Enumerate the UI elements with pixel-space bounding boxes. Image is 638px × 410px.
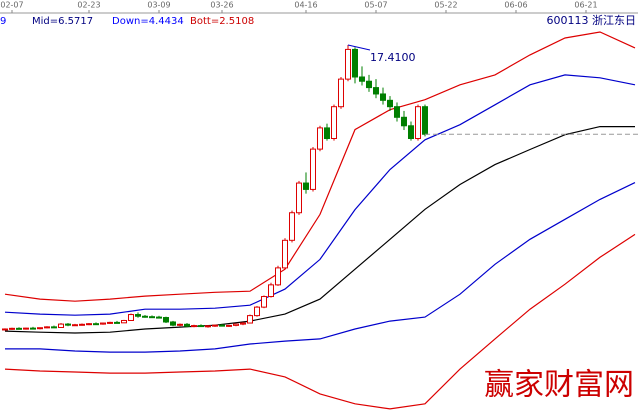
candle-body [337, 78, 344, 108]
candle-body [99, 322, 106, 325]
candle-body [50, 326, 57, 329]
band-line [4, 31, 636, 302]
annotation-label: 17.4100 [370, 51, 416, 64]
candle-body [260, 296, 267, 308]
indicator-label: Bott=2.5108 [190, 16, 254, 27]
indicator-label: Mid=6.5717 [32, 16, 93, 27]
x-tick-label: 03-09 [147, 1, 170, 10]
x-tick-label: 02-23 [77, 1, 100, 10]
candle-body [190, 325, 197, 328]
candle-body [57, 323, 64, 328]
candle-body [393, 106, 400, 118]
candle-body [225, 324, 232, 327]
candle-body [120, 319, 127, 324]
candle-body [358, 76, 365, 82]
candle-body [141, 315, 148, 318]
x-tick-label: 02-07 [0, 1, 23, 10]
x-tick-label: 05-07 [364, 1, 387, 10]
band-line [4, 74, 636, 316]
band-line [5, 182, 636, 353]
candle-body [330, 106, 337, 140]
candle-body [22, 327, 29, 330]
stock-label: 600113 浙江东日 [547, 14, 637, 27]
x-tick-label: 05-22 [434, 1, 457, 10]
candle-body [288, 212, 295, 241]
candle-body [239, 322, 246, 325]
candle-body [127, 314, 134, 321]
candle-body [8, 327, 15, 330]
candle-body [1, 328, 8, 331]
indicator-label: Down=4.4434 [112, 16, 184, 27]
candle-body [421, 106, 428, 135]
candle-body [92, 323, 99, 326]
candle-body [386, 99, 393, 108]
candle-body [232, 323, 239, 326]
x-tick-label: 06-21 [574, 1, 597, 10]
candle-body [400, 116, 407, 127]
candle-body [155, 316, 162, 319]
candle-body [316, 127, 323, 150]
candle-body [344, 48, 351, 80]
candle-body [302, 182, 309, 190]
watermark: 赢家财富网 [484, 368, 634, 403]
candle-body [36, 327, 43, 330]
candle-body [176, 323, 183, 326]
candle-body [15, 327, 22, 330]
candle-body [134, 314, 141, 317]
candle-body [351, 48, 358, 78]
candle-body [78, 323, 85, 326]
candle-body [204, 325, 211, 328]
candle-body [43, 326, 50, 329]
candle-body [295, 182, 302, 214]
candle-body [281, 239, 288, 269]
candle-body [218, 324, 225, 327]
candle-body [211, 324, 218, 327]
candle-body [162, 317, 169, 323]
candle-body [71, 324, 78, 327]
candle-body [106, 321, 113, 324]
candle-body [274, 267, 281, 286]
candle-body [365, 80, 372, 89]
candle-body [407, 125, 414, 140]
candle-body [29, 327, 36, 330]
candle-body [379, 93, 386, 101]
candle-body [113, 321, 120, 324]
x-tick-label: 06-06 [504, 1, 527, 10]
band-line [4, 233, 636, 410]
candle-body [309, 148, 316, 190]
candle-body [414, 106, 421, 140]
candle-body [183, 323, 190, 327]
band-line [4, 126, 635, 334]
candle-body [246, 315, 253, 324]
candle-body [372, 87, 379, 95]
candle-body [169, 321, 176, 326]
x-tick-label: 04-16 [294, 1, 317, 10]
x-tick-label: 03-26 [210, 1, 233, 10]
candle-body [267, 284, 274, 298]
annotation-line [347, 44, 371, 51]
candle-body [197, 325, 204, 328]
candle-body [64, 323, 71, 326]
candle-body [148, 316, 155, 319]
candle-body [323, 127, 330, 140]
indicator-label: 9 [0, 16, 6, 27]
candle-body [253, 306, 260, 317]
candle-body [85, 323, 92, 326]
